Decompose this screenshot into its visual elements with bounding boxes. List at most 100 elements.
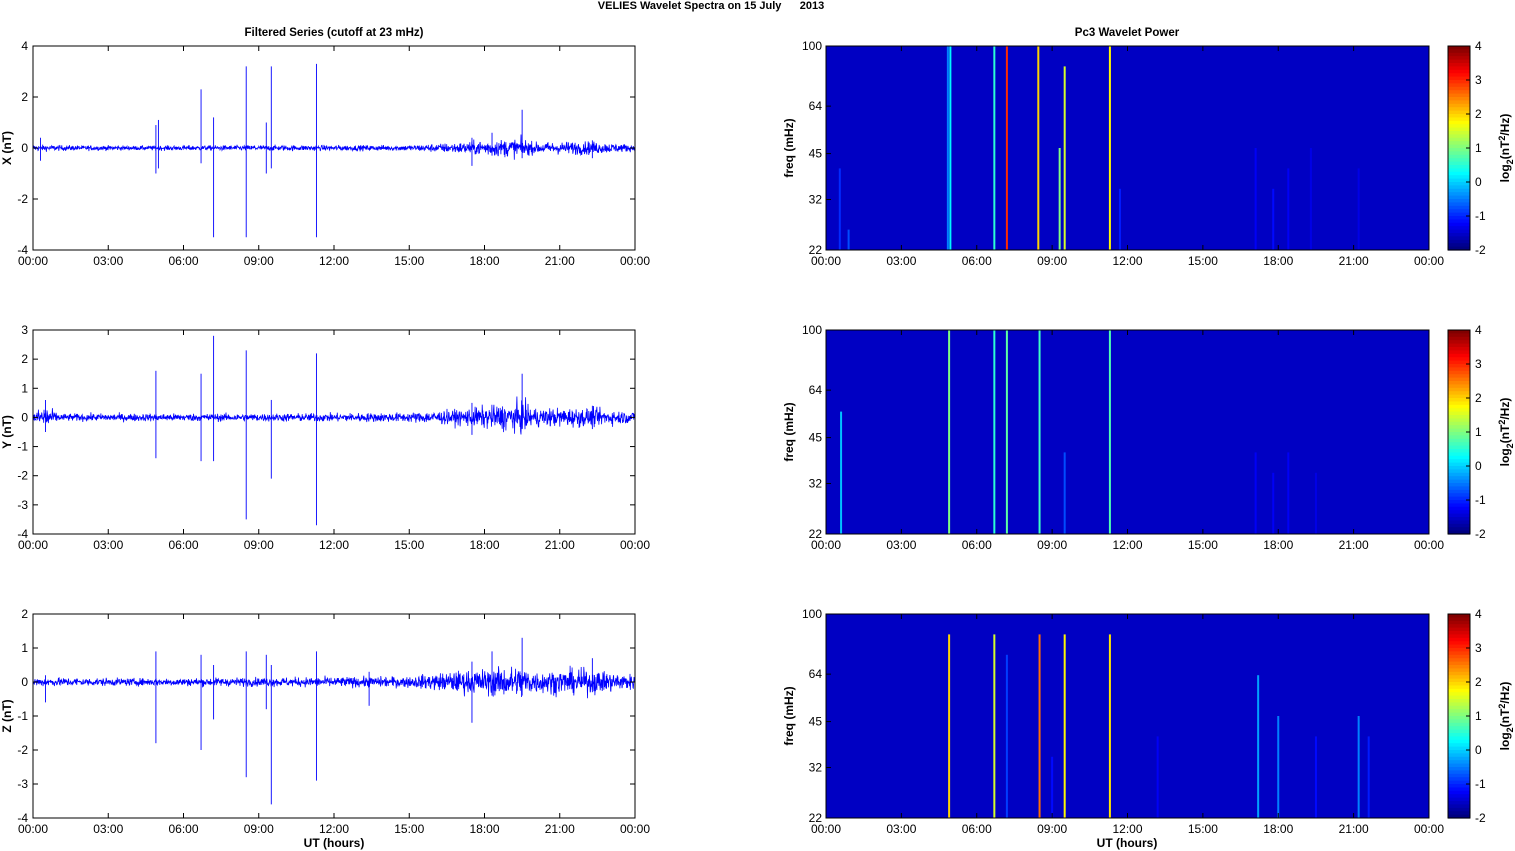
- colorbar-segment: [1448, 668, 1470, 673]
- x-tick-label: 00:00: [620, 822, 650, 836]
- colorbar-segment: [1448, 716, 1470, 720]
- colorbar-tick-label: 4: [1475, 39, 1482, 53]
- wavelet-burst: [1063, 66, 1066, 251]
- y-tick-label: 64: [809, 383, 823, 397]
- heatmap-background: [826, 46, 1429, 250]
- y-tick-label: -4: [17, 527, 28, 541]
- x-tick-label: 03:00: [93, 538, 123, 552]
- y-tick-label: 2: [21, 352, 28, 366]
- colorbar-segment: [1448, 459, 1470, 464]
- colorbar-segment: [1448, 49, 1470, 54]
- colorbar-segment: [1448, 243, 1470, 248]
- y-tick-label: -2: [17, 192, 28, 206]
- wavelet-burst: [1367, 736, 1370, 818]
- y-tick-label: -3: [17, 777, 28, 791]
- colorbar-segment: [1448, 175, 1470, 180]
- colorbar-tick-label: 0: [1475, 175, 1482, 189]
- colorbar-segment: [1448, 205, 1470, 210]
- x-tick-label: 18:00: [469, 254, 499, 268]
- wavelet-burst: [1118, 188, 1121, 250]
- x-tick-label: 03:00: [886, 254, 916, 268]
- wavelet-burst: [1287, 168, 1290, 250]
- x-tick-label: 09:00: [244, 254, 274, 268]
- colorbar-segment: [1448, 500, 1470, 504]
- x-tick-label: 09:00: [1037, 822, 1067, 836]
- colorbar-segment: [1448, 455, 1470, 460]
- colorbar-segment: [1448, 233, 1470, 237]
- colorbar-tick-label: -2: [1475, 811, 1486, 825]
- colorbar-segment: [1448, 506, 1470, 511]
- colorbar-segment: [1448, 182, 1470, 186]
- colorbar-segment: [1448, 144, 1470, 149]
- wavelet-burst: [1051, 756, 1054, 818]
- colorbar-segment: [1448, 746, 1470, 751]
- x-tick-label: 15:00: [1188, 822, 1218, 836]
- colorbar-segment: [1448, 127, 1470, 132]
- colorbar-segment: [1448, 767, 1470, 771]
- x-tick-label: 18:00: [469, 822, 499, 836]
- colorbar-segment: [1448, 90, 1470, 95]
- colorbar-segment: [1448, 797, 1470, 802]
- x-tick-label: 00:00: [811, 254, 841, 268]
- colorbar-segment: [1448, 641, 1470, 646]
- colorbar-segment: [1448, 675, 1470, 680]
- wavelet-burst: [993, 46, 996, 250]
- colorbar-segment: [1448, 432, 1470, 436]
- colorbar-segment: [1448, 624, 1470, 629]
- right-column-title: Pc3 Wavelet Power: [1075, 27, 1180, 39]
- x-tick-label: 12:00: [319, 254, 349, 268]
- colorbar-segment: [1448, 330, 1470, 334]
- y-tick-label: -4: [17, 243, 28, 257]
- wavelet-burst: [993, 330, 996, 534]
- y-tick-label: 4: [21, 39, 28, 53]
- y-tick-label: 32: [809, 477, 823, 491]
- y-axis-label: freq (mHz): [782, 686, 796, 745]
- colorbar-segment: [1448, 493, 1470, 498]
- colorbar-segment: [1448, 188, 1470, 193]
- colorbar-segment: [1448, 438, 1470, 443]
- colorbar-segment: [1448, 702, 1470, 707]
- colorbar-segment: [1448, 114, 1470, 118]
- colorbar-segment: [1448, 483, 1470, 487]
- colorbar-segment: [1448, 658, 1470, 663]
- x-tick-label: 09:00: [244, 822, 274, 836]
- colorbar-segment: [1448, 66, 1470, 71]
- colorbar-segment: [1448, 814, 1470, 819]
- colorbar-segment: [1448, 357, 1470, 362]
- x-tick-label: 18:00: [469, 538, 499, 552]
- colorbar-segment: [1448, 695, 1470, 700]
- wavelet-burst: [1272, 188, 1275, 250]
- colorbar-segment: [1448, 807, 1470, 812]
- colorbar-tick-label: 1: [1475, 425, 1482, 439]
- y-tick-label: 45: [809, 715, 823, 729]
- colorbar-segment: [1448, 631, 1470, 635]
- wavelet-burst: [1309, 148, 1312, 250]
- colorbar-segment: [1448, 93, 1470, 98]
- x-tick-label: 21:00: [1339, 822, 1369, 836]
- colorbar-segment: [1448, 435, 1470, 440]
- wavelet-burst: [949, 46, 952, 250]
- colorbar-segment: [1448, 374, 1470, 379]
- y-tick-label: 45: [809, 431, 823, 445]
- colorbar-segment: [1448, 627, 1470, 632]
- colorbar-segment: [1448, 364, 1470, 368]
- colorbar-segment: [1448, 63, 1470, 67]
- colorbar-segment: [1448, 428, 1470, 433]
- colorbar-segment: [1448, 124, 1470, 129]
- x-tick-label: 06:00: [962, 254, 992, 268]
- colorbar-segment: [1448, 671, 1470, 676]
- colorbar-segment: [1448, 472, 1470, 477]
- colorbar-segment: [1448, 367, 1470, 372]
- wavelet-burst: [1357, 716, 1360, 818]
- wavelet-burst: [1005, 46, 1008, 250]
- x-tick-label: 12:00: [1112, 254, 1142, 268]
- x-tick-label: 18:00: [1263, 254, 1293, 268]
- colorbar-segment: [1448, 709, 1470, 714]
- colorbar-segment: [1448, 408, 1470, 413]
- colorbar-segment: [1448, 229, 1470, 234]
- wavelet-burst: [1272, 472, 1275, 534]
- colorbar-tick-label: -2: [1475, 243, 1486, 257]
- colorbar-segment: [1448, 103, 1470, 108]
- colorbar-segment: [1448, 784, 1470, 788]
